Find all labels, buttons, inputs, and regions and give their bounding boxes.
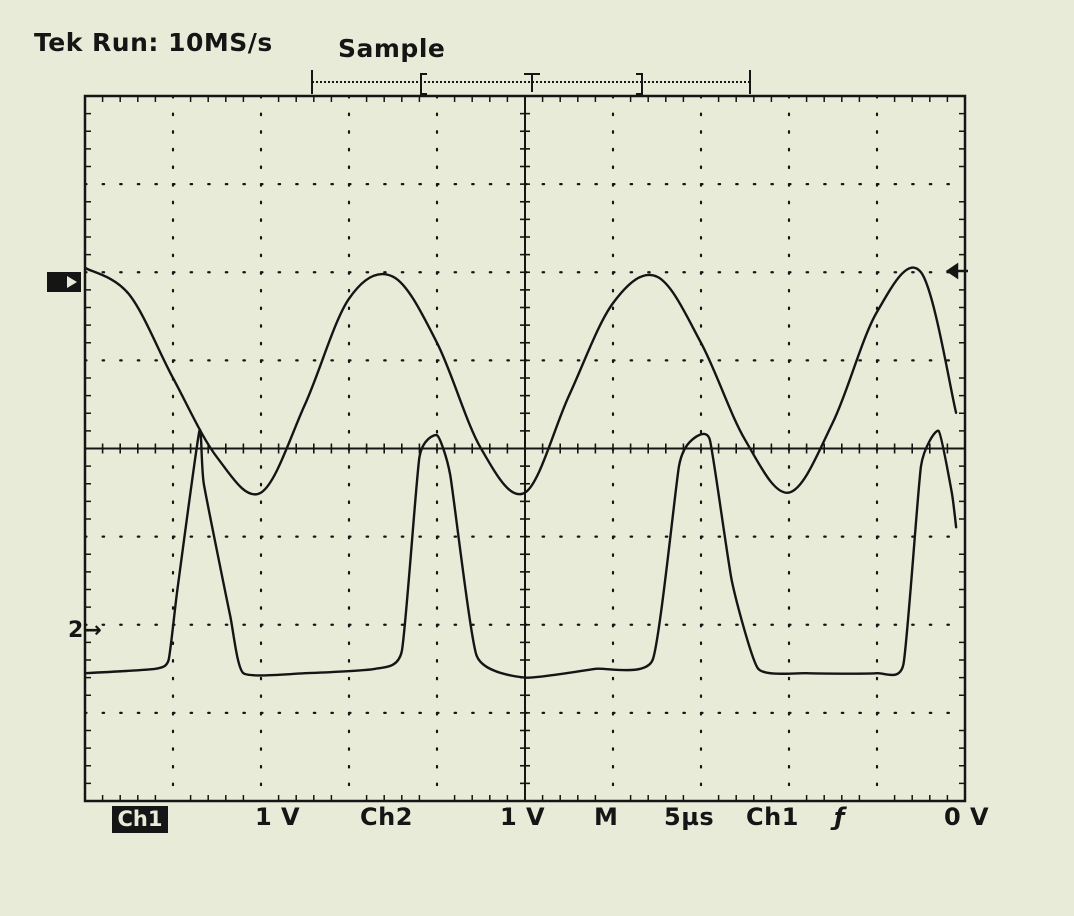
timebase-scale: 5µs [664,803,715,831]
trace-point-ch2 [449,474,452,476]
trace-point-ch2 [951,491,953,494]
ch2-scale: 1 V [500,803,546,831]
trace-point-ch1 [392,275,394,278]
trace-point-ch1 [84,267,86,269]
ch1-scale: 1 V [255,803,301,831]
trace-point-ch2 [805,672,808,674]
trace-point-ch1 [832,421,834,423]
trace-point-ch1 [524,491,526,494]
acquisition-mode: Sample [338,34,446,63]
trace-point-ch1 [744,438,746,441]
trace-point-ch2 [651,659,654,661]
trace-point-ch2 [920,465,922,467]
trigger-slope-icon: ƒ [834,803,845,831]
trace-point-ch2 [902,663,905,666]
trace-point-ch2 [167,659,170,661]
trace-point-ch1 [260,491,262,494]
trace-point-ch1 [128,293,130,296]
trace-point-ch1 [436,342,438,344]
trace-point-ch2 [876,672,878,674]
ch2-ground-marker: 2→ [68,618,102,643]
trace-point-ch2 [937,430,940,432]
trace-point-ch2 [594,668,597,670]
trace-point-ch1 [348,297,350,300]
trace-point-ch1 [955,412,957,415]
trace-point-ch1 [172,377,174,379]
trace-point-ch2 [524,676,526,679]
trace-point-ch2 [374,668,377,670]
trace-point-ch2 [418,456,421,459]
trace-point-ch2 [401,650,403,652]
graticule-grid [83,94,967,803]
trace-point-ch2 [731,579,733,582]
trace-point-ch1 [788,491,790,494]
trigger-level-arrow [945,262,968,280]
trace-point-ch2 [757,668,759,670]
trace-point-ch2 [304,672,306,674]
trace-point-ch2 [955,527,957,529]
trace-point-ch2 [436,434,438,437]
trace-point-ch2 [154,668,157,670]
run-status: Tek Run: 10MS/s [34,28,273,57]
trace-point-ch1 [876,311,878,313]
trace-point-ch1 [700,342,702,344]
trace-ch1 [84,266,958,496]
trace-point-ch1 [216,456,218,459]
trace-point-ch2 [475,654,478,657]
trace-point-ch2 [229,615,231,617]
trace-point-ch2 [709,438,711,441]
trace-point-ch1 [612,302,614,304]
ch1-ground-marker [47,272,81,292]
trace-point-ch1 [920,271,922,274]
trace-point-ch1 [656,275,658,278]
trace-point-ch1 [568,394,570,397]
trace-point-ch2 [691,438,693,441]
ch2-label: Ch2 [360,803,413,831]
timebase-label: M [594,803,619,831]
trigger-level: 0 V [944,803,990,831]
trace-point-ch1 [304,403,306,406]
trace-point-ch2 [678,465,680,467]
trace-point-ch2 [84,672,86,674]
trace-point-ch2 [242,672,245,674]
trigger-source: Ch1 [746,803,799,831]
traces [84,266,958,679]
record-window-bracket [311,70,751,95]
trace-point-ch2 [176,588,179,591]
trace-point-ch2 [198,430,201,432]
trace-point-ch2 [203,483,205,485]
ch1-label: Ch1 [112,806,168,833]
trace-point-ch1 [480,447,482,450]
